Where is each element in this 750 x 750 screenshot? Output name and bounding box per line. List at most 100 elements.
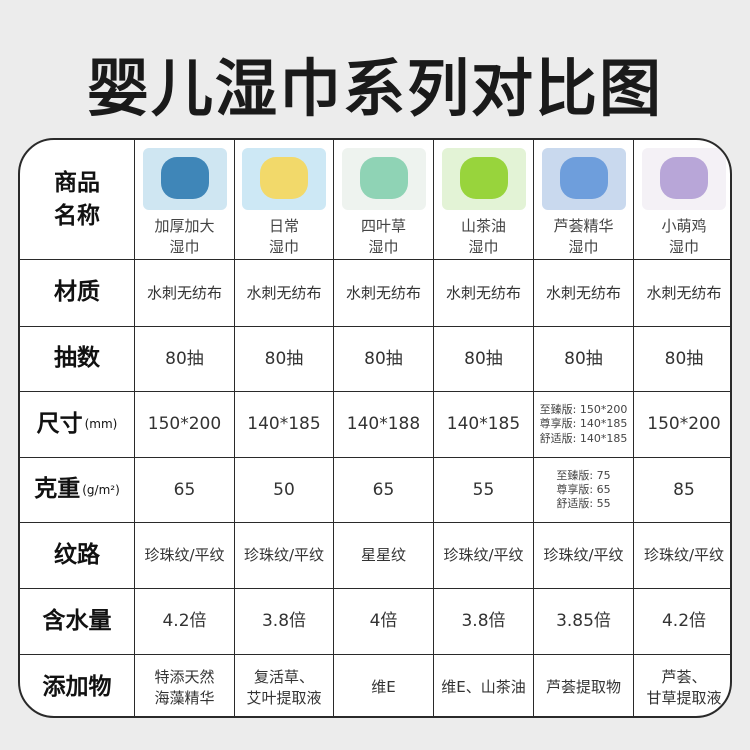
additive-cell: 维E、山茶油: [434, 655, 534, 716]
product-image: [541, 148, 626, 210]
texture-cell: 珍珠纹/平纹: [634, 523, 730, 589]
count-cell: 80抽: [634, 327, 730, 392]
row-label-text: 商品名称: [54, 170, 100, 229]
row-label-size: 尺寸 (mm): [20, 392, 135, 458]
weight-cell: 50: [235, 458, 334, 523]
additive-line: 复活草、: [253, 668, 314, 687]
count-cell: 80抽: [235, 327, 334, 392]
material-cell: 水刺无纺布: [434, 260, 534, 327]
lid-shape: [660, 156, 708, 199]
additive-cell: 芦荟、 甘草提取液: [634, 655, 730, 716]
material-cell: 水刺无纺布: [334, 260, 434, 327]
size-cell: 140*185: [235, 392, 334, 458]
water-cell: 4.2倍: [634, 589, 730, 655]
product-name: 加厚加大: [154, 217, 215, 235]
unit-label: (g/m²): [82, 482, 120, 497]
product-name-suffix: 湿巾: [368, 238, 399, 256]
product-image: [441, 148, 526, 210]
variant-line: 舒适版: 140*185: [539, 431, 628, 445]
size-cell: 140*188: [334, 392, 434, 458]
additive-cell: 特添天然 海藻精华: [135, 655, 235, 716]
size-cell: 140*185: [434, 392, 534, 458]
unit-label: (mm): [84, 417, 118, 432]
count-cell: 80抽: [534, 327, 634, 392]
product-name-suffix: 湿巾: [268, 238, 299, 256]
product-header: 芦荟精华 湿巾: [534, 140, 634, 260]
variant-line: 舒适版: 55: [556, 497, 611, 511]
weight-cell: 至臻版: 75 尊享版: 65 舒适版: 55: [534, 458, 634, 523]
variant-line: 至臻版: 75: [556, 468, 611, 482]
material-cell: 水刺无纺布: [135, 260, 235, 327]
texture-cell: 珍珠纹/平纹: [534, 523, 634, 589]
additive-cell: 复活草、 艾叶提取液: [235, 655, 334, 716]
lid-shape: [359, 156, 408, 199]
product-name: 日常: [268, 217, 299, 235]
additive-line: 芦荟提取物: [545, 678, 621, 697]
water-cell: 4倍: [334, 589, 434, 655]
texture-cell: 珍珠纹/平纹: [235, 523, 334, 589]
additive-cell: 芦荟提取物: [534, 655, 634, 716]
product-name: 山茶油: [460, 217, 506, 235]
product-header: 加厚加大 湿巾: [135, 140, 235, 260]
product-name-suffix: 湿巾: [668, 238, 699, 256]
product-name: 四叶草: [360, 217, 406, 235]
additive-line: 芦荟、: [661, 668, 707, 687]
product-header: 日常 湿巾: [235, 140, 334, 260]
product-image: [642, 148, 726, 210]
water-cell: 3.85倍: [534, 589, 634, 655]
row-label-text: 克重: [34, 476, 81, 503]
size-cell: 150*200: [634, 392, 730, 458]
row-label-text: 尺寸: [36, 410, 83, 437]
material-cell: 水刺无纺布: [534, 260, 634, 327]
row-label-weight: 克重 (g/m²): [20, 458, 135, 523]
lid-shape: [559, 156, 608, 199]
product-name-suffix: 湿巾: [568, 238, 599, 256]
product-name-suffix: 湿巾: [468, 238, 499, 256]
additive-line: 维E、山茶油: [441, 678, 526, 697]
row-label-texture: 纹路: [20, 523, 135, 589]
texture-cell: 星星纹: [334, 523, 434, 589]
product-image: [142, 148, 227, 210]
weight-cell: 55: [434, 458, 534, 523]
size-cell: 150*200: [135, 392, 235, 458]
additive-line: 艾叶提取液: [246, 688, 322, 707]
additive-line: 甘草提取液: [646, 688, 722, 707]
row-label-water: 含水量: [20, 589, 135, 655]
row-label-name: 商品名称: [20, 140, 135, 260]
additive-line: 维E: [371, 678, 396, 697]
product-header: 小萌鸡 湿巾: [634, 140, 730, 260]
product-image: [341, 148, 426, 210]
product-name: 小萌鸡: [661, 217, 707, 235]
lid-shape: [459, 156, 508, 199]
count-cell: 80抽: [334, 327, 434, 392]
product-header: 四叶草 湿巾: [334, 140, 434, 260]
weight-cell: 85: [634, 458, 730, 523]
variant-line: 尊享版: 65: [556, 482, 611, 496]
material-cell: 水刺无纺布: [634, 260, 730, 327]
lid-shape: [260, 156, 308, 199]
size-cell: 至臻版: 150*200 尊享版: 140*185 舒适版: 140*185: [534, 392, 634, 458]
weight-cell: 65: [135, 458, 235, 523]
texture-cell: 珍珠纹/平纹: [135, 523, 235, 589]
product-image: [242, 148, 326, 210]
texture-cell: 珍珠纹/平纹: [434, 523, 534, 589]
material-cell: 水刺无纺布: [235, 260, 334, 327]
count-cell: 80抽: [135, 327, 235, 392]
product-header: 山茶油 湿巾: [434, 140, 534, 260]
lid-shape: [160, 156, 209, 199]
water-cell: 3.8倍: [235, 589, 334, 655]
row-label-count: 抽数: [20, 327, 135, 392]
variant-line: 至臻版: 150*200: [539, 403, 628, 417]
comparison-table: 商品名称 加厚加大 湿巾 日常 湿巾 四叶草 湿巾 山茶油 湿巾 芦荟精华 湿巾 小萌鸡 湿巾 材质 水刺无…: [18, 138, 732, 718]
additive-line: 海藻精华: [154, 688, 215, 707]
additive-cell: 维E: [334, 655, 434, 716]
water-cell: 4.2倍: [135, 589, 235, 655]
product-name-suffix: 湿巾: [169, 238, 200, 256]
product-name: 芦荟精华: [553, 217, 614, 235]
weight-cell: 65: [334, 458, 434, 523]
additive-line: 特添天然: [154, 668, 215, 687]
page-title: 婴儿湿巾系列对比图: [86, 52, 663, 125]
count-cell: 80抽: [434, 327, 534, 392]
water-cell: 3.8倍: [434, 589, 534, 655]
row-label-material: 材质: [20, 260, 135, 327]
